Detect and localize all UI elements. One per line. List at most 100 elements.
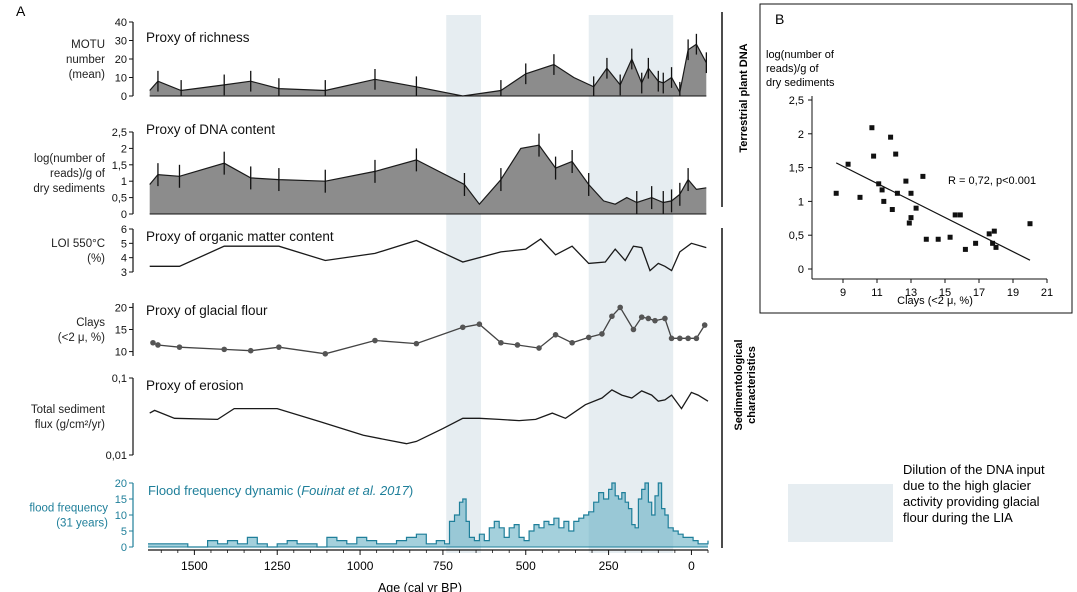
data-point: [150, 339, 156, 346]
y-tick-label: 0: [121, 91, 127, 103]
y-tick-label: 1,5: [112, 160, 127, 172]
scatter-x-tick-label: 19: [1007, 287, 1019, 299]
x-tick-label: 1000: [347, 559, 374, 573]
data-point: [155, 342, 161, 348]
y-tick-label: 15: [115, 325, 127, 337]
scatter-point: [1027, 221, 1033, 227]
legend: Dilution of the DNA input due to the hig…: [788, 462, 1045, 542]
series-area: [149, 145, 707, 214]
scatter-point: [893, 151, 899, 157]
scatter-y-tick-label: 2,5: [789, 95, 804, 107]
y-axis-label: flood frequency: [29, 503, 108, 515]
scatter-y-tick-label: 1,5: [789, 163, 804, 175]
data-point: [609, 313, 615, 320]
scatter-point: [923, 236, 929, 242]
track-title: Proxy of erosion: [146, 378, 244, 393]
scatter-point: [908, 215, 914, 221]
data-point: [599, 331, 605, 337]
panel-b-label: B: [775, 11, 784, 27]
y-tick-label: 2,5: [112, 127, 127, 139]
y-axis-label: Clays: [76, 317, 105, 329]
data-point: [645, 315, 652, 322]
sedimentological-label-1: Sedimentological: [733, 339, 745, 430]
title-citation: Fouinat et al. 2017: [301, 483, 409, 498]
x-tick-label: 750: [433, 559, 453, 573]
panel-a-x-axis: 1500 1250 1000 750 500 250 0 Age (cal yr BP): [148, 549, 709, 592]
scatter-point: [857, 194, 863, 200]
series-area: [149, 44, 707, 96]
scatter-point: [888, 134, 894, 140]
scatter-point: [903, 178, 909, 184]
scatter-point: [991, 228, 997, 234]
track-2: 3 4 5 6 LOI 550°C (%) Proxy of organic matter …: [51, 224, 707, 279]
y-axis-label: LOI 550°C: [51, 238, 105, 250]
series-line: [152, 306, 706, 355]
panel-a-label: A: [16, 3, 26, 19]
y-axis-label: number: [66, 54, 105, 66]
scatter-point: [957, 212, 963, 218]
scatter-point: [876, 181, 882, 187]
y-axis-label: dry sediments: [33, 183, 105, 195]
data-point: [322, 350, 329, 357]
scatter-point: [833, 190, 839, 196]
scatter-x-tick-label: 17: [973, 287, 985, 299]
y-tick-label: 5: [121, 526, 127, 538]
panel-b-xlabel: Clays (<2 μ, %): [897, 295, 973, 307]
scatter-point: [879, 187, 885, 193]
title-part: Flood frequency dynamic (: [148, 483, 302, 498]
series-line: [149, 389, 709, 445]
data-point: [536, 345, 542, 351]
legend-line-2: due to the high glacier: [903, 478, 1032, 493]
scatter-point: [935, 236, 941, 242]
scatter-y-tick-label: 0,5: [789, 230, 804, 242]
series-line: [149, 144, 707, 206]
y-tick-label: 0: [121, 542, 127, 554]
y-tick-label: 20: [115, 54, 127, 66]
lia-shade-bands: [446, 15, 674, 553]
track-title: Proxy of glacial flour: [146, 303, 268, 318]
panel-b-ylabel-3: dry sediments: [766, 77, 835, 89]
data-point: [685, 335, 691, 342]
scatter-x-tick-label: 9: [840, 287, 846, 299]
data-point: [459, 324, 466, 331]
y-axis-label: (<2 μ, %): [58, 332, 105, 344]
scatter-point: [871, 153, 877, 159]
track-title: Proxy of DNA content: [146, 122, 275, 137]
terrestrial-label: Terrestrial plant DNA: [738, 43, 750, 152]
y-axis-label: MOTU: [71, 39, 105, 51]
scatter-point: [906, 220, 912, 226]
scatter-y-tick-label: 1: [798, 196, 804, 208]
scatter-x-tick-label: 11: [871, 287, 882, 299]
data-point: [514, 342, 521, 348]
y-tick-label: 15: [115, 494, 127, 506]
scatter-point: [869, 125, 875, 131]
series-line: [149, 238, 707, 272]
series-area: [148, 483, 708, 547]
data-point: [498, 339, 504, 346]
y-tick-label: 1: [121, 176, 127, 188]
x-tick-label: 500: [516, 559, 536, 573]
scatter-point: [894, 190, 900, 196]
y-axis-label: flux (g/cm²/yr): [35, 419, 105, 431]
y-tick-label: 5: [121, 238, 127, 250]
correlation-annotation: R = 0,72, p<0.001: [948, 175, 1036, 187]
scatter-y-tick-label: 0: [798, 264, 804, 276]
data-point: [247, 347, 254, 354]
y-tick-label: 0,01: [106, 450, 127, 462]
legend-line-4: flour during the LIA: [903, 510, 1013, 525]
y-tick-label: 2: [121, 143, 127, 155]
data-point: [693, 335, 700, 342]
panel-b-ylabel-1: log(number of: [766, 49, 835, 61]
track-4: 0,01 0,1 Total sediment flux (g/cm²/yr) Prox…: [31, 373, 709, 462]
sedimentological-label-2: characteristics: [746, 346, 758, 424]
data-point: [652, 317, 658, 324]
panel-b: B log(number of reads)/g of dry sediment…: [759, 3, 1073, 314]
series-line: [148, 482, 709, 548]
data-point: [617, 304, 623, 311]
panel-b-ylabel-2: reads)/g of: [766, 63, 820, 75]
y-tick-label: 10: [115, 347, 127, 359]
data-point: [569, 339, 575, 346]
scatter-point: [889, 207, 895, 213]
scatter-point: [962, 246, 968, 252]
y-axis-label: (mean): [69, 69, 106, 81]
